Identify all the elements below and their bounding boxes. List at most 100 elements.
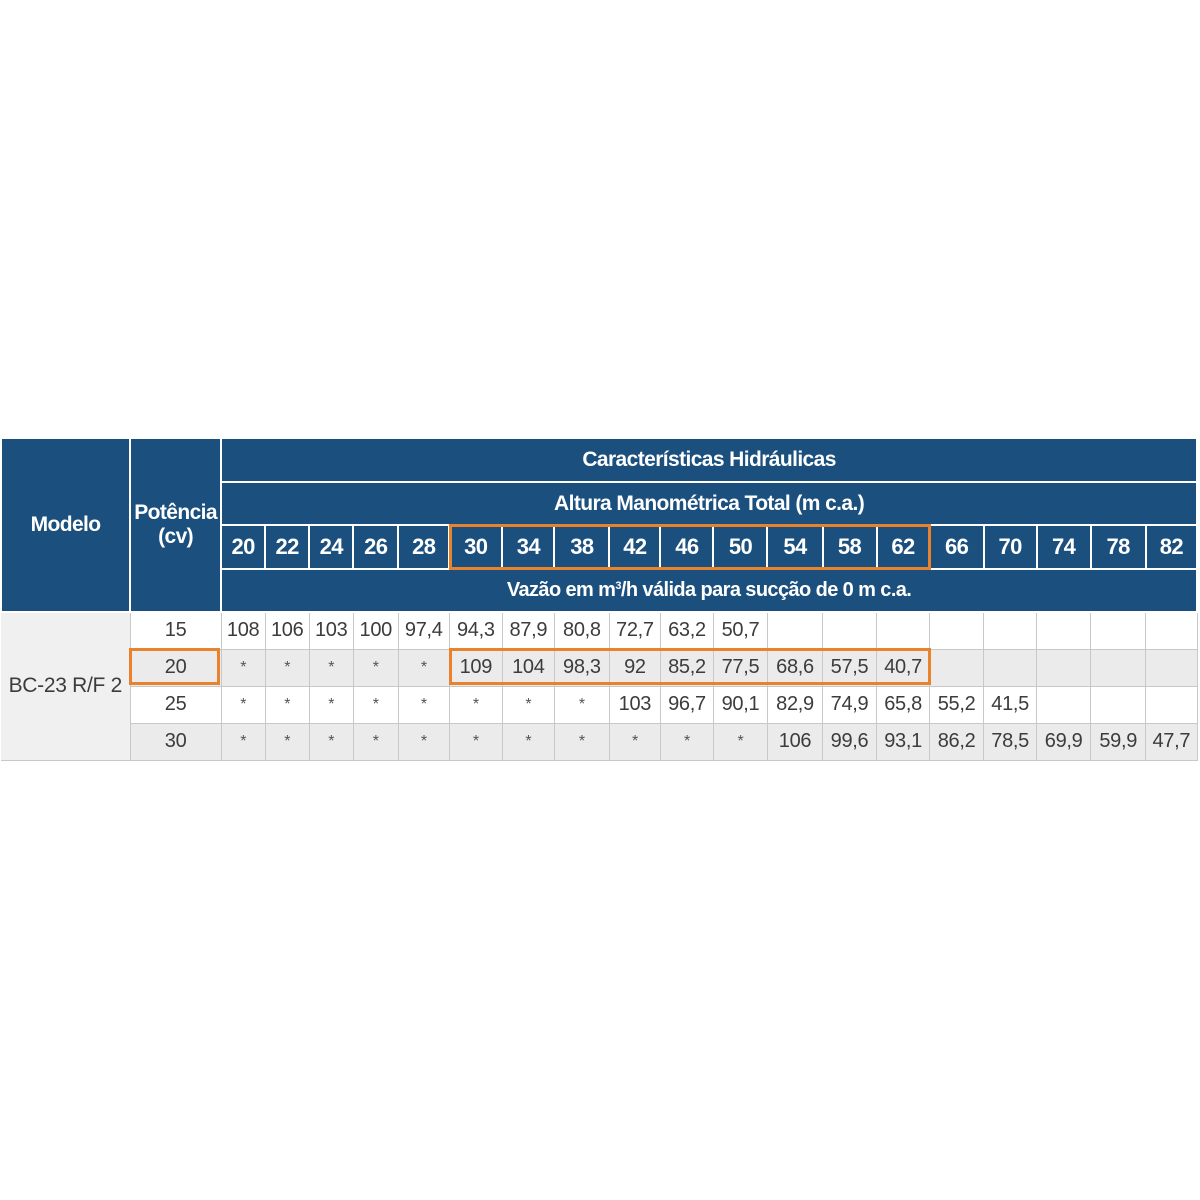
head-value-cell: 46 — [659, 524, 715, 570]
flow-value-cell: 72,7 — [608, 611, 661, 650]
flow-value-cell — [983, 648, 1038, 687]
flow-value-cell: 40,7 — [876, 648, 931, 687]
flow-value-cell: * — [712, 722, 768, 761]
flow-value-cell: * — [308, 722, 354, 761]
table-body: BC-23 R/F 2 15 108 106 103 100 97,4 94,3 87,9 80,… — [1, 611, 1198, 761]
flow-value-cell: * — [308, 685, 354, 724]
flow-value-cell: 100 — [352, 611, 399, 650]
flow-value-cell: * — [397, 685, 450, 724]
flow-value-cell: 106 — [766, 722, 824, 761]
flow-value-cell — [1036, 611, 1092, 650]
flow-value-cell — [1145, 685, 1198, 724]
performance-table-container: Modelo Potência (cv) Características Hid… — [0, 437, 1200, 761]
flow-value-cell: 50,7 — [712, 611, 768, 650]
flow-value-cell: 109 — [448, 648, 503, 687]
head-value-cell: 28 — [397, 524, 451, 570]
head-value-cell: 54 — [766, 524, 824, 570]
flow-value-cell: 74,9 — [822, 685, 878, 724]
flow-value-cell — [1036, 685, 1092, 724]
flow-value-cell: 78,5 — [983, 722, 1038, 761]
table-row: 30 * * * * * * * * * * * 106 99,6 93,1 86,2 78,5 69,9 59,9… — [1, 722, 1198, 761]
head-value-cell: 82 — [1144, 524, 1199, 570]
flow-value-cell — [766, 611, 824, 650]
head-value-cell: 24 — [308, 524, 355, 570]
head-value-cell: 26 — [352, 524, 400, 570]
flow-value-cell: 85,2 — [659, 648, 714, 687]
flow-value-cell: * — [553, 685, 610, 724]
head-value-cell: 30 — [448, 524, 504, 570]
flow-value-cell — [1090, 611, 1147, 650]
flow-value-cell: 80,8 — [553, 611, 610, 650]
flow-value-cell: 63,2 — [659, 611, 714, 650]
flow-value-cell: * — [220, 648, 266, 687]
flow-value-cell: * — [448, 722, 503, 761]
model-header: Modelo — [0, 437, 132, 613]
flow-value-cell — [983, 611, 1038, 650]
model-name-cell: BC-23 R/F 2 — [1, 611, 131, 761]
flow-value-cell: 82,9 — [766, 685, 824, 724]
flow-value-cell — [1036, 648, 1092, 687]
head-value-cell: 66 — [928, 524, 985, 570]
flow-value-cell: 96,7 — [659, 685, 714, 724]
power-header: Potência (cv) — [129, 437, 223, 613]
flow-value-cell: * — [220, 722, 266, 761]
table-row: 25 * * * * * * * * 103 96,7 90,1 82,9 74,9 65,8 55,2 41,… — [1, 685, 1198, 724]
head-value-cell: 74 — [1035, 524, 1092, 570]
power-cell: 30 — [129, 722, 222, 761]
flow-value-cell: 103 — [608, 685, 661, 724]
flow-value-cell — [929, 648, 985, 687]
flow-value-cell: * — [501, 685, 555, 724]
head-value-cell: 70 — [982, 524, 1038, 570]
head-value-cell: 62 — [875, 524, 931, 570]
flow-value-cell: 65,8 — [876, 685, 931, 724]
total-head-header: Altura Manométrica Total (m c.a.) — [220, 481, 1198, 526]
flow-value-cell: * — [448, 685, 503, 724]
flow-rate-header: Vazão em m3/h válida para sucção de 0 m … — [220, 568, 1198, 613]
flow-value-cell: * — [608, 722, 661, 761]
table-row: BC-23 R/F 2 15 108 106 103 100 97,4 94,3 87,9 80,… — [1, 611, 1198, 761]
flow-value-cell: * — [264, 685, 310, 724]
flow-value-cell: 90,1 — [712, 685, 768, 724]
flow-value-cell: 87,9 — [501, 611, 555, 650]
flow-value-cell: * — [397, 722, 450, 761]
flow-value-cell: 94,3 — [448, 611, 503, 650]
head-value-cell: 20 — [220, 524, 267, 570]
flow-value-cell: 104 — [501, 648, 555, 687]
flow-value-cell: * — [659, 722, 714, 761]
head-value-cell: 42 — [608, 524, 662, 570]
flow-value-cell: * — [264, 648, 310, 687]
flow-value-cell: 69,9 — [1036, 722, 1092, 761]
hydraulic-characteristics-header: Características Hidráulicas — [220, 437, 1198, 483]
flow-value-cell — [1145, 648, 1198, 687]
flow-value-cell: * — [308, 648, 354, 687]
flow-value-cell: * — [553, 722, 610, 761]
flow-value-cell: 103 — [308, 611, 354, 650]
power-cell: 25 — [129, 685, 222, 724]
table-row: 20 * * * * * 109 104 98,3 92 85,2 77,5 68,6 57,5 40,7 — [1, 648, 1198, 687]
flow-header-suffix: /h válida para sucção de 0 m c.a. — [620, 579, 912, 601]
flow-header-sup: 3 — [615, 580, 621, 592]
head-value-cell: 38 — [553, 524, 611, 570]
flow-value-cell: 68,6 — [766, 648, 824, 687]
flow-value-cell: 59,9 — [1090, 722, 1147, 761]
head-value-cell: 78 — [1089, 524, 1147, 570]
head-value-cell: 34 — [501, 524, 556, 570]
flow-value-cell: * — [352, 685, 399, 724]
head-value-cell: 22 — [264, 524, 311, 570]
flow-value-cell: 93,1 — [876, 722, 931, 761]
flow-value-cell: 97,4 — [397, 611, 450, 650]
power-header-unit: (cv) — [158, 525, 194, 548]
flow-value-cell: 41,5 — [983, 685, 1038, 724]
flow-value-cell: 106 — [264, 611, 310, 650]
flow-value-cell — [1145, 611, 1198, 650]
flow-value-cell: 57,5 — [822, 648, 878, 687]
flow-value-cell: 99,6 — [822, 722, 878, 761]
power-cell: 20 — [129, 648, 222, 687]
flow-value-cell: 77,5 — [712, 648, 768, 687]
power-cell: 15 — [129, 611, 222, 650]
flow-value-cell: 98,3 — [553, 648, 610, 687]
flow-value-cell — [822, 611, 878, 650]
flow-value-cell: 86,2 — [929, 722, 985, 761]
flow-value-cell — [1090, 685, 1147, 724]
pump-performance-table: Modelo Potência (cv) Características Hid… — [0, 437, 1199, 761]
